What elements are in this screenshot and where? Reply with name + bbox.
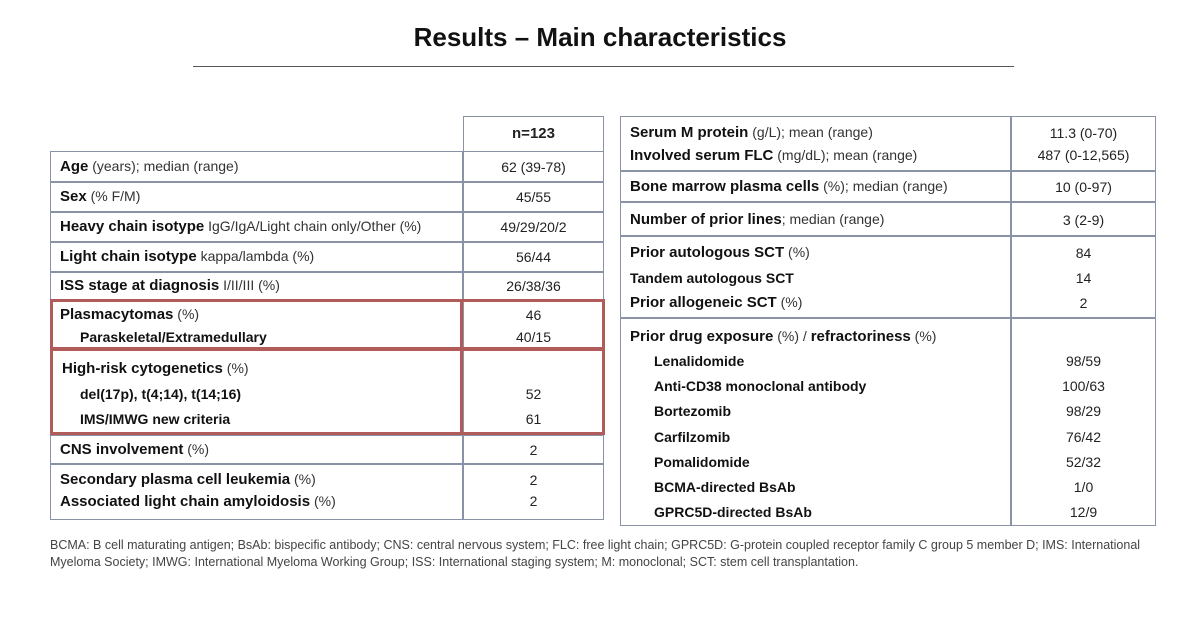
drug-value: 98/29 [1065, 403, 1102, 419]
row-divider [620, 170, 1156, 172]
age-label: Age (years); median (range) [60, 158, 239, 175]
heavy-chain-label: Heavy chain isotype IgG/IgA/Light chain … [60, 218, 422, 235]
allo-sct-label: Prior allogeneic SCT (%) [630, 294, 803, 311]
iss-stage-value: 26/38/36 [506, 278, 561, 294]
ims-imwg-value: 61 [525, 411, 542, 427]
leukemia-value: 2 [529, 472, 538, 488]
header-n: n=123 [512, 125, 555, 142]
row-divider [50, 463, 604, 465]
serum-m-protein-value: 11.3 (0-70) [1049, 125, 1118, 141]
highlight-box [460, 348, 605, 435]
drug-name: Carfilzomib [654, 429, 731, 445]
flc-value: 487 (0-12,565) [1037, 147, 1130, 163]
prior-lines-value: 3 (2-9) [1062, 212, 1105, 228]
tandem-value: 14 [1075, 270, 1092, 286]
cytogenetics-label: High-risk cytogenetics (%) [62, 360, 249, 377]
flc-label: Involved serum FLC (mg/dL); mean (range) [630, 147, 918, 164]
row-divider [620, 317, 1156, 319]
drug-exposure-header: Prior drug exposure (%) / refractoriness… [630, 328, 937, 345]
del17p-label: del(17p), t(4;14), t(14;16) [80, 386, 242, 402]
right-table-body [620, 116, 1156, 526]
drug-value: 76/42 [1065, 429, 1102, 445]
amyloidosis-label: Associated light chain amyloidosis (%) [60, 493, 336, 510]
iss-stage-label: ISS stage at diagnosis I/II/III (%) [60, 277, 280, 294]
age-value: 62 (39-78) [501, 159, 566, 175]
drug-value: 1/0 [1073, 479, 1094, 495]
tandem-label: Tandem autologous SCT [630, 270, 794, 286]
cns-value: 2 [529, 442, 538, 458]
row-divider [620, 235, 1156, 237]
light-chain-value: 56/44 [515, 249, 552, 265]
serum-m-protein-label: Serum M protein (g/L); mean (range) [630, 124, 873, 141]
sex-value: 45/55 [515, 189, 552, 205]
row-divider [50, 181, 604, 183]
row-divider [620, 201, 1156, 203]
row-divider [50, 211, 604, 213]
highlight-box [50, 299, 463, 350]
marrow-label: Bone marrow plasma cells (%); median (ra… [630, 178, 948, 195]
allo-sct-value: 2 [1079, 295, 1088, 311]
row-divider [50, 241, 604, 243]
page-title: Results – Main characteristics [413, 22, 787, 52]
column-divider [1010, 116, 1012, 526]
auto-sct-value: 84 [1075, 245, 1092, 261]
drug-name: GPRC5D-directed BsAb [654, 504, 812, 520]
title-divider [193, 66, 1014, 67]
heavy-chain-value: 49/29/20/2 [500, 219, 567, 235]
amyloidosis-value: 2 [529, 493, 538, 509]
auto-sct-label: Prior autologous SCT (%) [630, 244, 810, 261]
sex-label: Sex (% F/M) [60, 188, 141, 205]
drug-value: 100/63 [1062, 378, 1105, 394]
del17p-value: 52 [525, 386, 542, 402]
highlight-box [50, 348, 463, 435]
marrow-value: 10 (0-97) [1055, 179, 1112, 195]
light-chain-label: Light chain isotype kappa/lambda (%) [60, 248, 315, 265]
drug-name: BCMA-directed BsAb [654, 479, 796, 495]
highlight-box [460, 299, 605, 350]
row-divider [50, 271, 604, 273]
plasmacytomas-value: 46 [525, 307, 542, 323]
drug-name: Bortezomib [654, 403, 731, 419]
prior-lines-label: Number of prior lines; median (range) [630, 211, 885, 228]
leukemia-label: Secondary plasma cell leukemia (%) [60, 471, 316, 488]
drug-value: 12/9 [1069, 504, 1098, 520]
abbreviations-footnote: BCMA: B cell maturating antigen; BsAb: b… [50, 538, 1141, 569]
drug-value: 98/59 [1065, 353, 1102, 369]
drug-name: Pomalidomide [654, 454, 750, 470]
drug-name: Lenalidomide [654, 353, 745, 369]
paraskeletal-label: Paraskeletal/Extramedullary [80, 329, 267, 345]
drug-value: 52/32 [1065, 454, 1102, 470]
drug-name: Anti-CD38 monoclonal antibody [654, 378, 867, 394]
cns-label: CNS involvement (%) [60, 441, 210, 458]
plasmacytomas-label: Plasmacytomas (%) [60, 306, 200, 323]
ims-imwg-label: IMS/IMWG new criteria [80, 411, 231, 427]
paraskeletal-value: 40/15 [515, 329, 552, 345]
